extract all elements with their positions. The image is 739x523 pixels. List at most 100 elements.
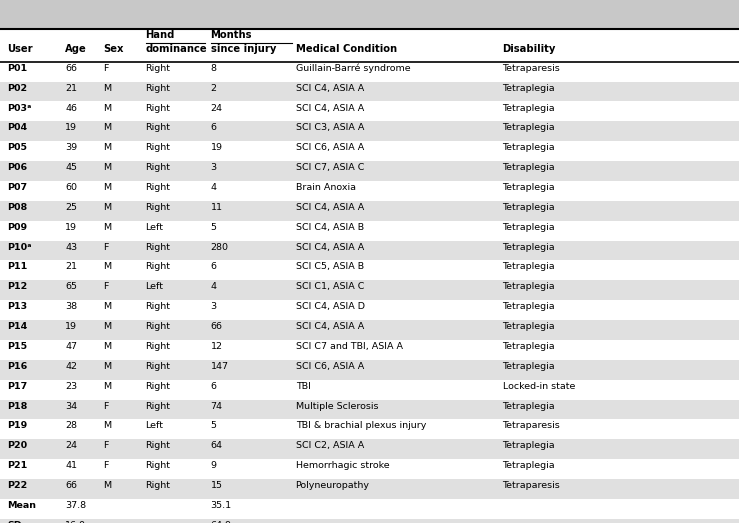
Text: 65: 65 <box>65 282 77 291</box>
Text: since injury: since injury <box>211 44 276 54</box>
Text: P01: P01 <box>7 64 27 73</box>
Text: SCI C6, ASIA A: SCI C6, ASIA A <box>296 362 364 371</box>
Text: Right: Right <box>146 104 171 112</box>
Text: M: M <box>103 84 112 93</box>
Bar <box>0 360 739 380</box>
Text: Right: Right <box>146 84 171 93</box>
Text: 6: 6 <box>211 382 217 391</box>
Bar <box>0 161 739 181</box>
Text: SCI C2, ASIA A: SCI C2, ASIA A <box>296 441 364 450</box>
Text: P16: P16 <box>7 362 27 371</box>
Text: 5: 5 <box>211 422 217 430</box>
Bar <box>0 380 739 400</box>
Text: Right: Right <box>146 322 171 331</box>
Text: F: F <box>103 441 109 450</box>
Text: 4: 4 <box>211 183 217 192</box>
Text: SCI C4, ASIA A: SCI C4, ASIA A <box>296 243 364 252</box>
Text: Months: Months <box>211 30 252 40</box>
Text: 46: 46 <box>65 104 77 112</box>
Text: 43: 43 <box>65 243 77 252</box>
Text: SCI C4, ASIA A: SCI C4, ASIA A <box>296 104 364 112</box>
Text: Right: Right <box>146 143 171 152</box>
Bar <box>0 340 739 360</box>
Text: P07: P07 <box>7 183 27 192</box>
Text: Left: Left <box>146 282 163 291</box>
Text: 38: 38 <box>65 302 77 311</box>
Text: 147: 147 <box>211 362 228 371</box>
Text: Tetraparesis: Tetraparesis <box>503 422 560 430</box>
Text: Left: Left <box>146 223 163 232</box>
Text: SCI C7, ASIA C: SCI C7, ASIA C <box>296 163 364 172</box>
Text: M: M <box>103 143 112 152</box>
Text: Right: Right <box>146 362 171 371</box>
Bar <box>0 479 739 499</box>
Text: Sex: Sex <box>103 44 124 54</box>
Text: M: M <box>103 183 112 192</box>
Text: 60: 60 <box>65 183 77 192</box>
Text: 34: 34 <box>65 402 77 411</box>
Text: P22: P22 <box>7 481 27 490</box>
Bar <box>0 519 739 523</box>
Text: 3: 3 <box>211 302 217 311</box>
Bar <box>0 459 739 479</box>
Text: P03ᵃ: P03ᵃ <box>7 104 32 112</box>
Text: M: M <box>103 322 112 331</box>
Text: 15: 15 <box>211 481 222 490</box>
Text: 19: 19 <box>65 123 77 132</box>
Bar <box>0 499 739 519</box>
Text: P14: P14 <box>7 322 27 331</box>
Text: Tetraplegia: Tetraplegia <box>503 123 555 132</box>
Text: Right: Right <box>146 481 171 490</box>
Text: 66: 66 <box>211 322 222 331</box>
Bar <box>0 280 739 300</box>
Text: 45: 45 <box>65 163 77 172</box>
Text: Right: Right <box>146 382 171 391</box>
Text: Tetraplegia: Tetraplegia <box>503 362 555 371</box>
Bar <box>0 82 739 101</box>
Text: Disability: Disability <box>503 44 556 54</box>
Text: SCI C3, ASIA A: SCI C3, ASIA A <box>296 123 364 132</box>
Text: P13: P13 <box>7 302 27 311</box>
Text: F: F <box>103 461 109 470</box>
Text: M: M <box>103 223 112 232</box>
Text: 19: 19 <box>65 223 77 232</box>
Text: M: M <box>103 302 112 311</box>
Text: Mean: Mean <box>7 501 36 510</box>
Text: F: F <box>103 402 109 411</box>
Text: Tetraplegia: Tetraplegia <box>503 282 555 291</box>
Text: M: M <box>103 362 112 371</box>
Text: TBI: TBI <box>296 382 310 391</box>
Text: P12: P12 <box>7 282 27 291</box>
Text: 280: 280 <box>211 243 228 252</box>
Text: Tetraplegia: Tetraplegia <box>503 143 555 152</box>
Text: 35.1: 35.1 <box>211 501 232 510</box>
Text: Medical Condition: Medical Condition <box>296 44 397 54</box>
Bar <box>0 221 739 241</box>
Bar <box>0 62 739 82</box>
Text: Tetraplegia: Tetraplegia <box>503 223 555 232</box>
Text: M: M <box>103 422 112 430</box>
Text: M: M <box>103 342 112 351</box>
Bar <box>0 400 739 419</box>
Text: 23: 23 <box>65 382 77 391</box>
Text: 66: 66 <box>65 64 77 73</box>
Text: 74: 74 <box>211 402 222 411</box>
Text: SCI C6, ASIA A: SCI C6, ASIA A <box>296 143 364 152</box>
Text: Right: Right <box>146 123 171 132</box>
Bar <box>0 201 739 221</box>
Text: Right: Right <box>146 302 171 311</box>
Text: Tetraplegia: Tetraplegia <box>503 322 555 331</box>
Text: 3: 3 <box>211 163 217 172</box>
Bar <box>0 419 739 439</box>
Text: Tetraplegia: Tetraplegia <box>503 163 555 172</box>
Text: P02: P02 <box>7 84 27 93</box>
Text: P11: P11 <box>7 263 27 271</box>
Text: P04: P04 <box>7 123 27 132</box>
Text: 21: 21 <box>65 263 77 271</box>
Bar <box>0 320 739 340</box>
Text: 8: 8 <box>211 64 217 73</box>
Text: 5: 5 <box>211 223 217 232</box>
Bar <box>0 0 739 29</box>
Text: Tetraplegia: Tetraplegia <box>503 263 555 271</box>
Text: Tetraplegia: Tetraplegia <box>503 104 555 112</box>
